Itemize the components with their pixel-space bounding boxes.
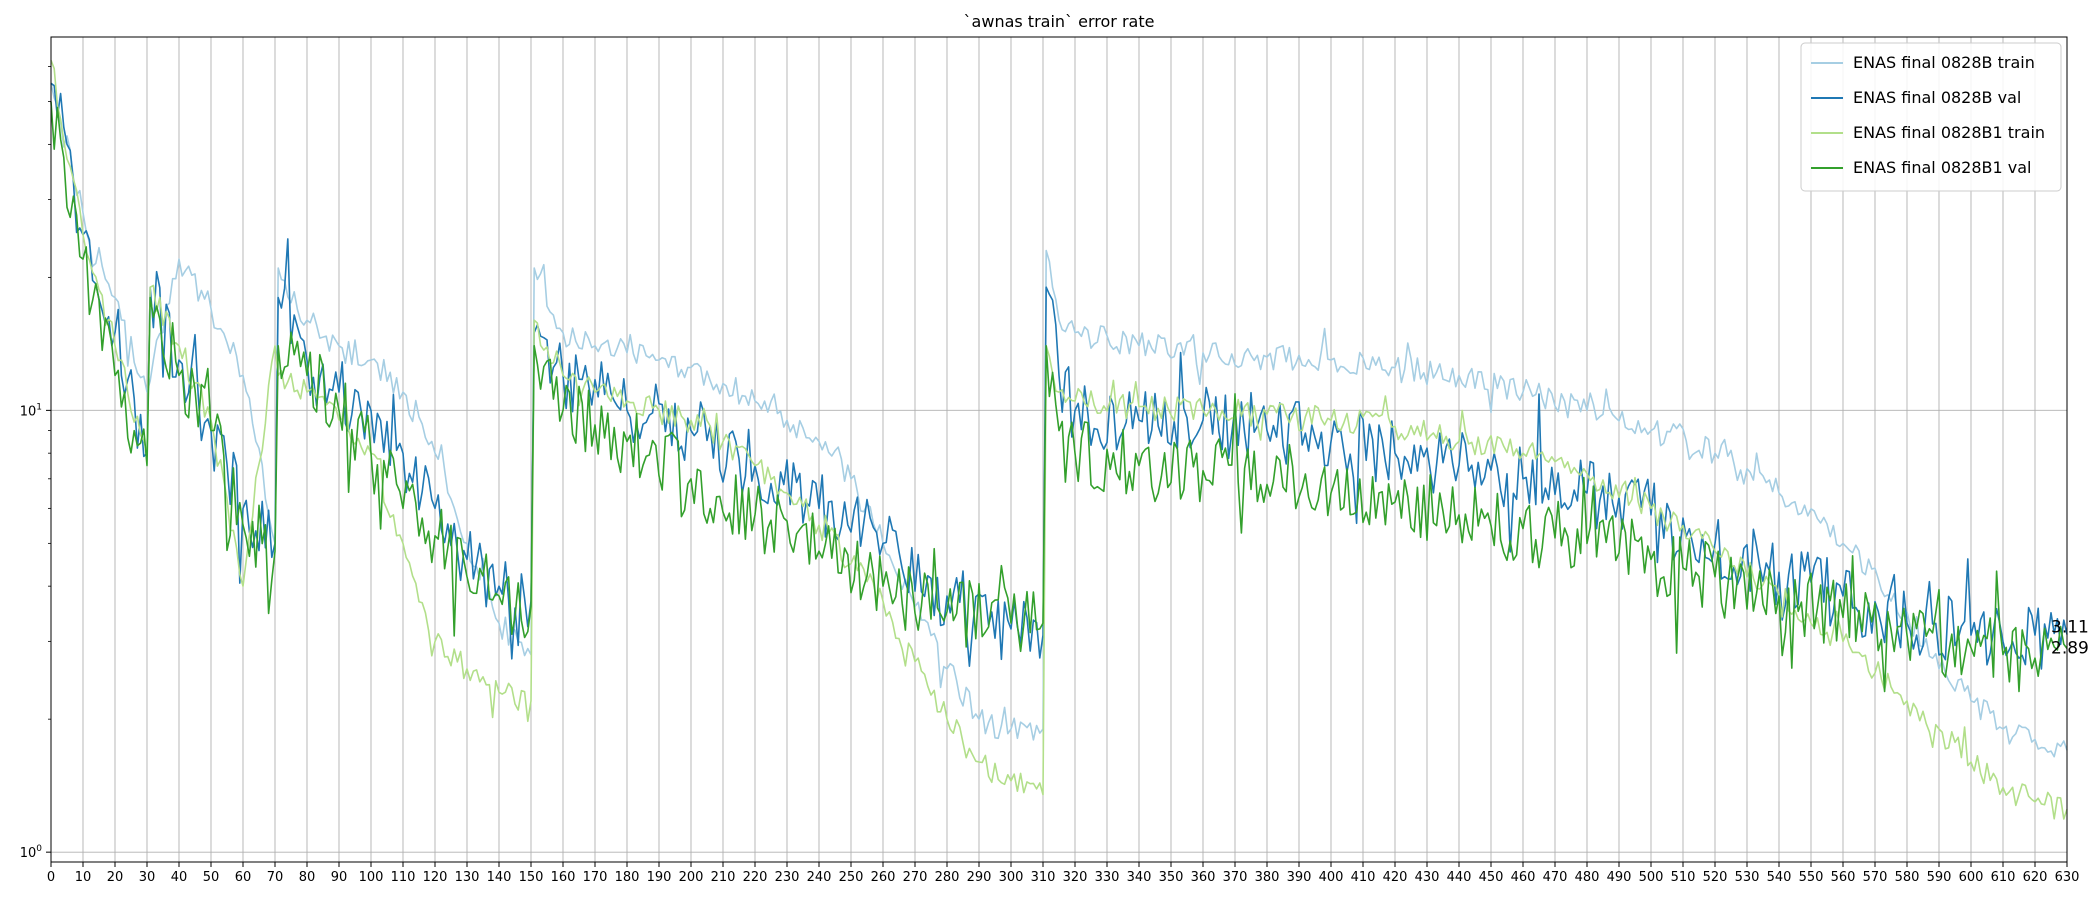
legend: ENAS final 0828B train ENAS final 0828B v… [1800,42,2062,192]
x-tick-label: 10 [75,870,92,885]
x-tick-label: 420 [1383,870,1408,885]
x-tick-label: 310 [1031,870,1056,885]
plot-frame [50,36,2068,863]
x-tick-label: 300 [999,870,1024,885]
legend-box [1800,42,2062,192]
x-tick-label: 550 [1799,870,1824,885]
x-tick-label: 130 [455,870,480,885]
x-tick-label: 110 [391,870,416,885]
x-tick-label: 200 [679,870,704,885]
x-tick-label: 160 [551,870,576,885]
series-line-1 [50,83,2068,758]
x-tick-label: 190 [647,870,672,885]
x-tick-label: 560 [1831,870,1856,885]
x-tick-label: 490 [1607,870,1632,885]
x-tick-label: 510 [1671,870,1696,885]
legend-label: ENAS final 0828B val [1853,88,2021,107]
x-tick-label: 330 [1095,870,1120,885]
x-tick-label: 630 [2055,870,2080,885]
x-tick-label: 360 [1191,870,1216,885]
x-tick-label: 250 [839,870,864,885]
x-tick-label: 270 [903,870,928,885]
x-tick-label: 350 [1159,870,1184,885]
legend-label: ENAS final 0828B1 val [1853,158,2032,177]
end-value-labels: 3.112.89 [2051,617,2089,658]
x-tick-label: 570 [1863,870,1888,885]
x-tick-label: 90 [331,870,348,885]
y-tick-label: 101 [20,402,42,419]
x-tick-label: 210 [711,870,736,885]
end-value-label: 2.89 [2051,639,2089,659]
x-tick-label: 100 [359,870,384,885]
x-tick-label: 240 [807,870,832,885]
x-tick-label: 450 [1479,870,1504,885]
chart-title: `awnas train` error rate [964,12,1155,31]
x-tick-label: 530 [1735,870,1760,885]
x-tick-label: 230 [775,870,800,885]
x-tick-label: 40 [171,870,188,885]
x-tick-label: 410 [1351,870,1376,885]
x-tick-label: 580 [1895,870,1920,885]
x-tick-label: 120 [423,870,448,885]
series-line-4 [50,101,2068,693]
legend-label: ENAS final 0828B train [1853,53,2035,72]
x-tick-label: 180 [615,870,640,885]
x-tick-label: 390 [1287,870,1312,885]
x-tick-label: 280 [935,870,960,885]
legend-label: ENAS final 0828B1 train [1853,123,2045,142]
x-tick-label: 460 [1511,870,1536,885]
x-tick-label: 50 [203,870,220,885]
x-tick-label: 30 [139,870,156,885]
series-layer [50,60,2068,820]
x-tick-label: 20 [107,870,124,885]
x-tick-label: 440 [1447,870,1472,885]
x-tick-label: 70 [267,870,284,885]
x-tick-label: 620 [2023,870,2048,885]
x-tick-label: 380 [1255,870,1280,885]
x-tick-label: 590 [1927,870,1952,885]
x-tick-label: 0 [47,870,55,885]
x-tick-label: 430 [1415,870,1440,885]
x-tick-label: 340 [1127,870,1152,885]
x-tick-label: 370 [1223,870,1248,885]
x-tick-label: 320 [1063,870,1088,885]
x-tick-label: 220 [743,870,768,885]
x-tick-label: 600 [1959,870,1984,885]
x-tick-label: 480 [1575,870,1600,885]
x-axis: 0 10 20 30 40 50 60 70 80 90 100 110 120 130 140 150 160… [47,862,2080,885]
x-tick-label: 80 [299,870,316,885]
x-tick-label: 470 [1543,870,1568,885]
y-axis: 100 101 [20,66,51,861]
y-tick-label: 100 [20,844,43,861]
x-tick-label: 290 [967,870,992,885]
x-tick-label: 170 [583,870,608,885]
x-tick-label: 610 [1991,870,2016,885]
x-tick-label: 60 [235,870,252,885]
series-line-2 [50,82,2068,670]
x-tick-label: 260 [871,870,896,885]
x-tick-label: 400 [1319,870,1344,885]
x-tick-label: 150 [519,870,544,885]
x-tick-label: 140 [487,870,512,885]
x-tick-label: 540 [1767,870,1792,885]
end-value-label: 3.11 [2051,617,2089,637]
x-tick-label: 500 [1639,870,1664,885]
x-tick-label: 520 [1703,870,1728,885]
